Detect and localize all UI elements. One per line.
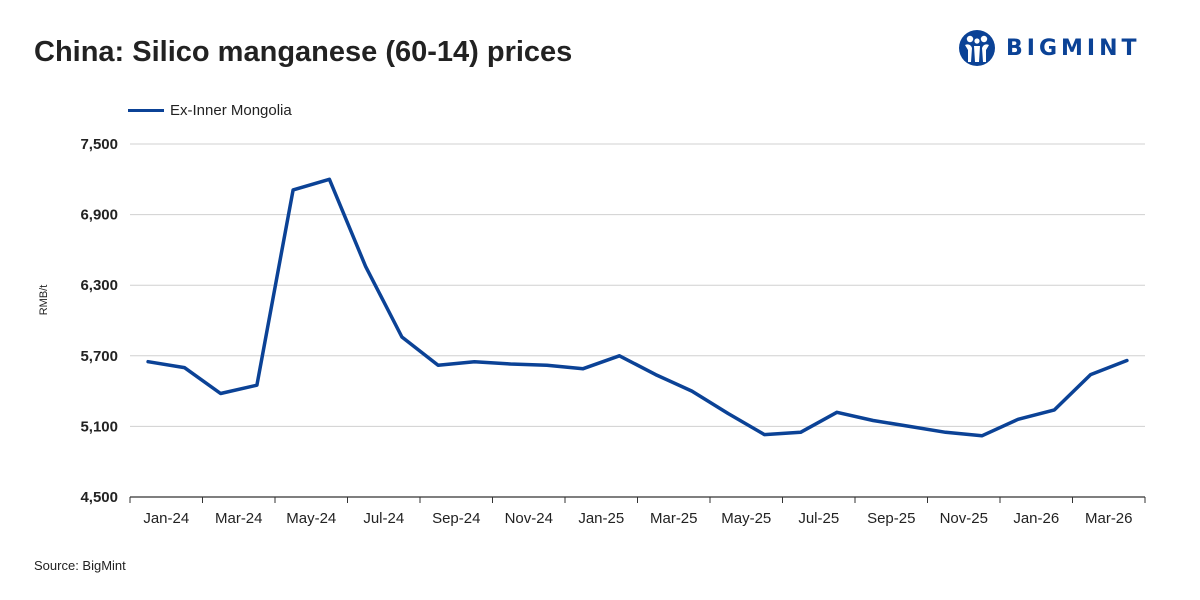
x-tick-label: Sep-24 (432, 510, 480, 527)
y-tick-label: 5,700 (80, 348, 118, 365)
y-tick-label: 6,300 (80, 277, 118, 294)
bigmint-people-icon (959, 30, 995, 66)
x-tick-label: Mar-26 (1085, 510, 1133, 527)
logo-text: BIGMINT (1006, 35, 1141, 61)
y-tick-label: 7,500 (80, 136, 118, 153)
x-tick-label: Jan-24 (143, 510, 189, 527)
x-tick-label: Sep-25 (867, 510, 915, 527)
y-tick-label: 5,100 (80, 418, 118, 435)
bigmint-logo: BIGMINT (958, 28, 1158, 68)
chart-legend: Ex-Inner Mongolia (128, 102, 292, 119)
y-tick-label: 4,500 (80, 489, 118, 506)
x-tick-label: Jan-26 (1013, 510, 1059, 527)
series-line-ex-inner-mongolia (146, 177, 1129, 438)
x-tick-label: Mar-25 (650, 510, 698, 527)
x-tick-label: Nov-25 (940, 510, 988, 527)
x-tick-label: May-25 (721, 510, 771, 527)
x-tick-label: Jul-25 (798, 510, 839, 527)
x-tick-label: Nov-24 (505, 510, 553, 527)
source-note: Source: BigMint (34, 558, 126, 573)
y-tick-label: 6,900 (80, 207, 118, 224)
legend-label-ex-inner-mongolia: Ex-Inner Mongolia (170, 102, 292, 119)
x-tick-label: Jul-24 (363, 510, 404, 527)
x-tick-label: May-24 (286, 510, 336, 527)
x-tick-label: Mar-24 (215, 510, 263, 527)
chart-title: China: Silico manganese (60-14) prices (34, 36, 573, 68)
x-tick-label: Jan-25 (578, 510, 624, 527)
legend-swatch-ex-inner-mongolia (128, 109, 164, 112)
